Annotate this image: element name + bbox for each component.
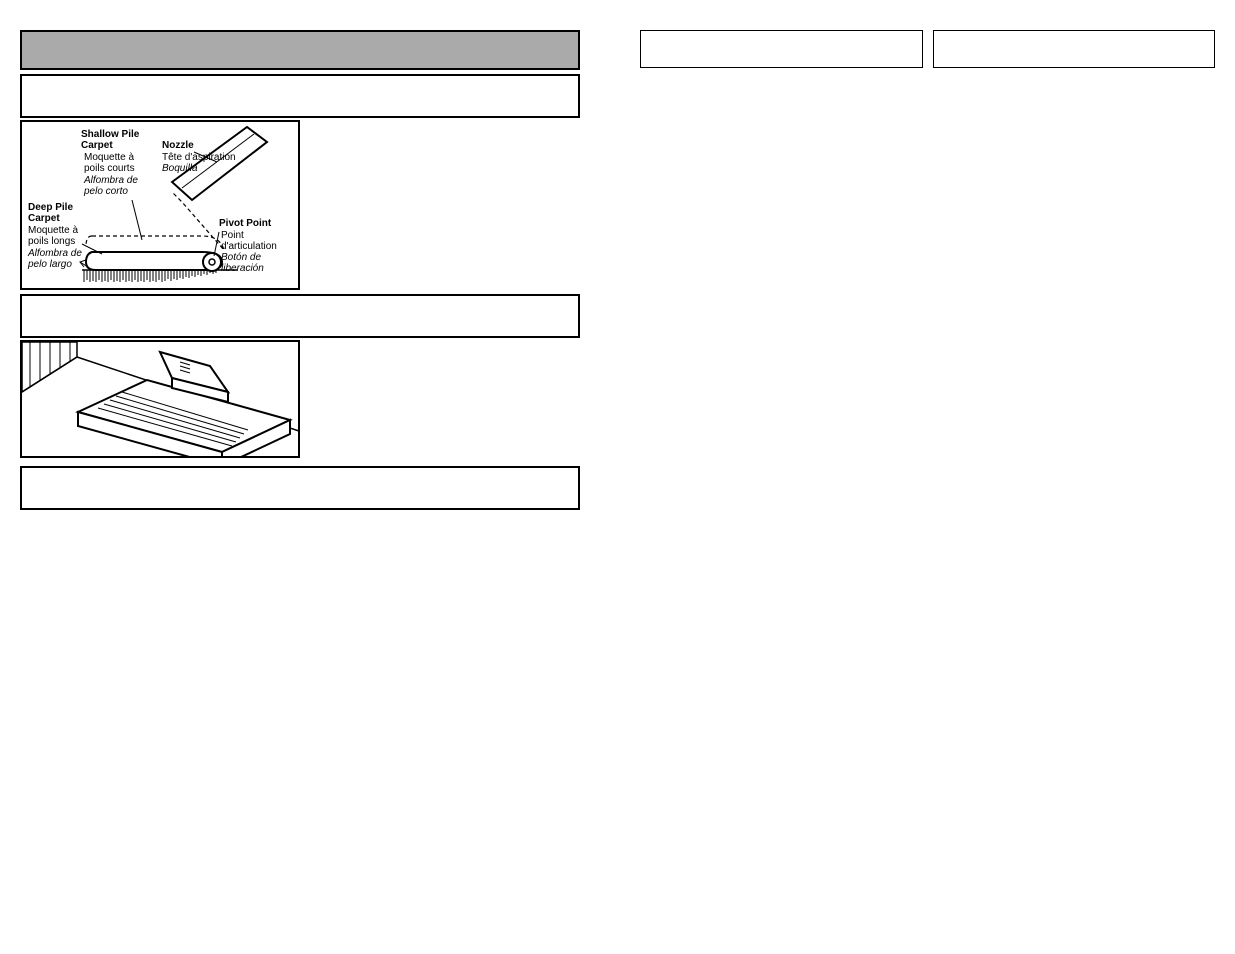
nozzle-height-diagram: Shallow Pile Carpet Moquette à poils cou… xyxy=(20,120,300,290)
left-column: Shallow Pile Carpet Moquette à poils cou… xyxy=(20,30,580,924)
label-shallow-pile-fr: Moquette à poils courts xyxy=(84,152,154,174)
label-shallow-pile: Shallow Pile Carpet xyxy=(81,129,161,151)
right-heading-box-2 xyxy=(933,30,1216,68)
right-column xyxy=(640,30,1215,924)
edge-cleaning-diagram xyxy=(20,340,300,458)
label-nozzle-fr: Tête d'aspiration xyxy=(162,152,252,163)
label-nozzle: Nozzle xyxy=(162,140,194,151)
label-deep-pile-fr: Moquette à poils longs xyxy=(28,225,88,247)
section-heading-1 xyxy=(20,74,580,118)
right-sub-left xyxy=(640,30,923,924)
label-pivot-point-es: Botón de liberación xyxy=(221,252,291,274)
label-pivot-point-fr: Point d'articulation xyxy=(221,230,291,252)
label-shallow-pile-es: Alfombra de pelo corto xyxy=(84,175,154,197)
section-heading-2 xyxy=(20,294,580,338)
label-deep-pile-es: Alfombra de pelo largo xyxy=(28,248,90,270)
right-sub-right xyxy=(933,30,1216,924)
label-nozzle-es: Boquilla xyxy=(162,163,198,174)
section-heading-3 xyxy=(20,466,580,510)
right-heading-box-1 xyxy=(640,30,923,68)
label-deep-pile: Deep Pile Carpet xyxy=(28,202,88,224)
section-banner xyxy=(20,30,580,70)
edge-svg xyxy=(22,342,300,458)
label-pivot-point: Pivot Point xyxy=(219,218,271,229)
page: Shallow Pile Carpet Moquette à poils cou… xyxy=(0,0,1235,954)
